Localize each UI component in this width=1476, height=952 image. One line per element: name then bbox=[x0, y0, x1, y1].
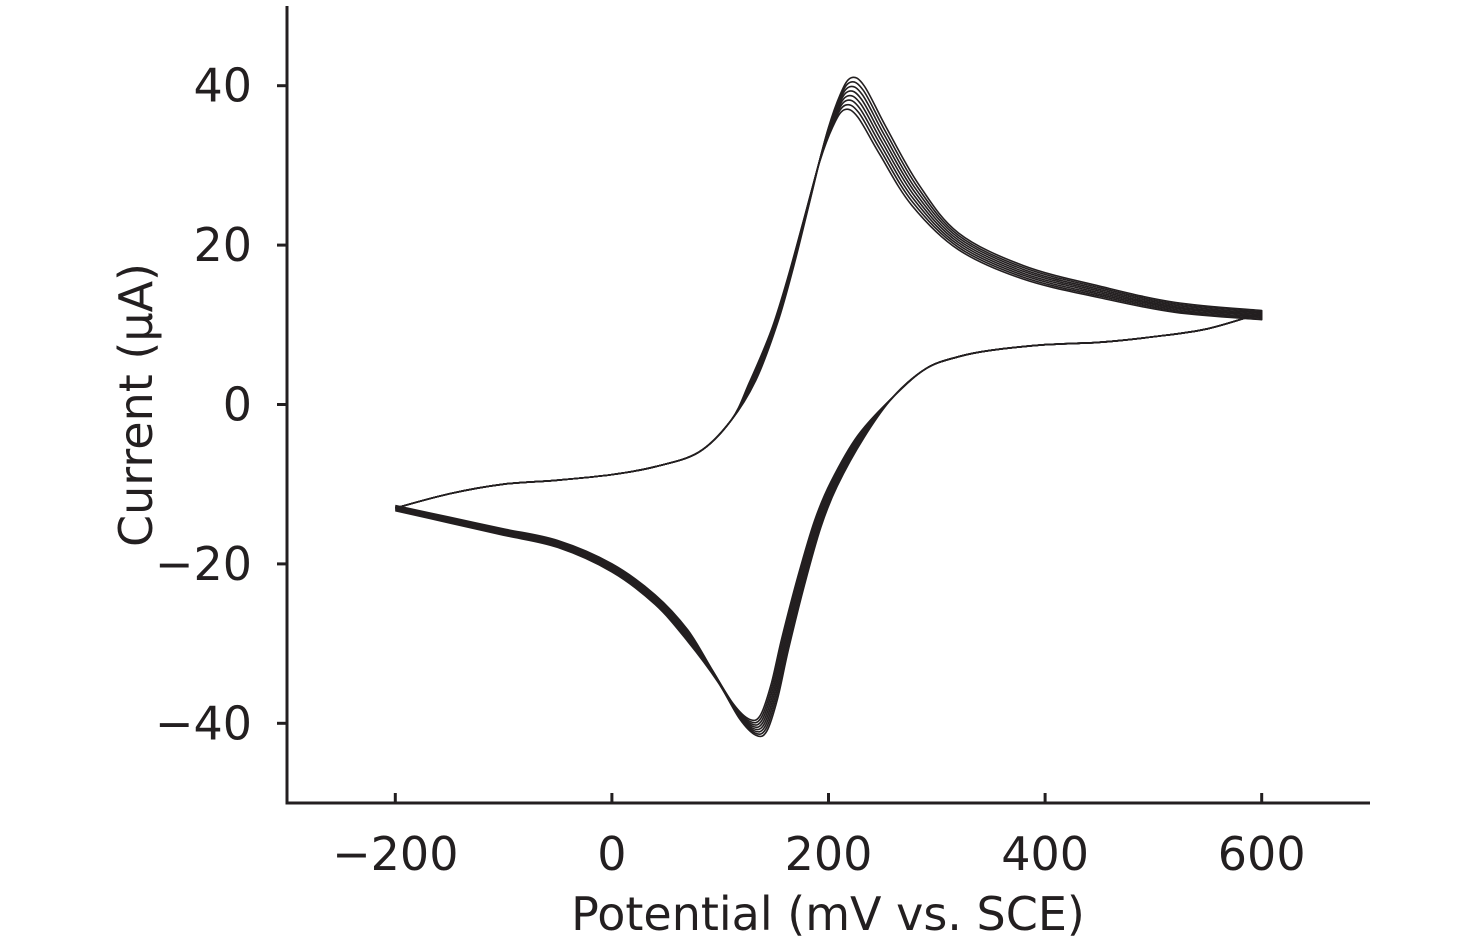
cv-cycle-7 bbox=[395, 81, 1263, 735]
cv-cycle-5 bbox=[395, 90, 1263, 731]
x-tick-label: 0 bbox=[597, 827, 626, 881]
x-axis-title: Potential (mV vs. SCE) bbox=[571, 887, 1085, 941]
y-tick-label: 40 bbox=[193, 59, 252, 113]
x-tick-label: 200 bbox=[785, 827, 873, 881]
y-axis-title: Current (μA) bbox=[109, 263, 163, 547]
x-tick-label: −200 bbox=[332, 827, 458, 881]
y-ticks: 40 20 0 −20 −40 bbox=[155, 59, 287, 750]
y-tick-label: 0 bbox=[223, 378, 252, 432]
cv-cycle-3 bbox=[395, 99, 1263, 726]
y-tick-label: −40 bbox=[155, 696, 252, 750]
y-tick-label: −20 bbox=[155, 537, 252, 591]
cv-cycle-4 bbox=[395, 94, 1263, 729]
x-ticks: −200 0 200 400 600 bbox=[332, 793, 1306, 881]
cv-cycle-8 bbox=[395, 76, 1263, 738]
x-tick-label: 600 bbox=[1218, 827, 1306, 881]
cv-cycle-6 bbox=[395, 85, 1263, 733]
x-tick-label: 400 bbox=[1001, 827, 1089, 881]
y-tick-label: 20 bbox=[193, 218, 252, 272]
cv-cycle-1 bbox=[395, 108, 1263, 722]
axes bbox=[285, 6, 1370, 805]
cv-traces bbox=[395, 76, 1263, 738]
cv-cycle-2 bbox=[395, 103, 1263, 724]
